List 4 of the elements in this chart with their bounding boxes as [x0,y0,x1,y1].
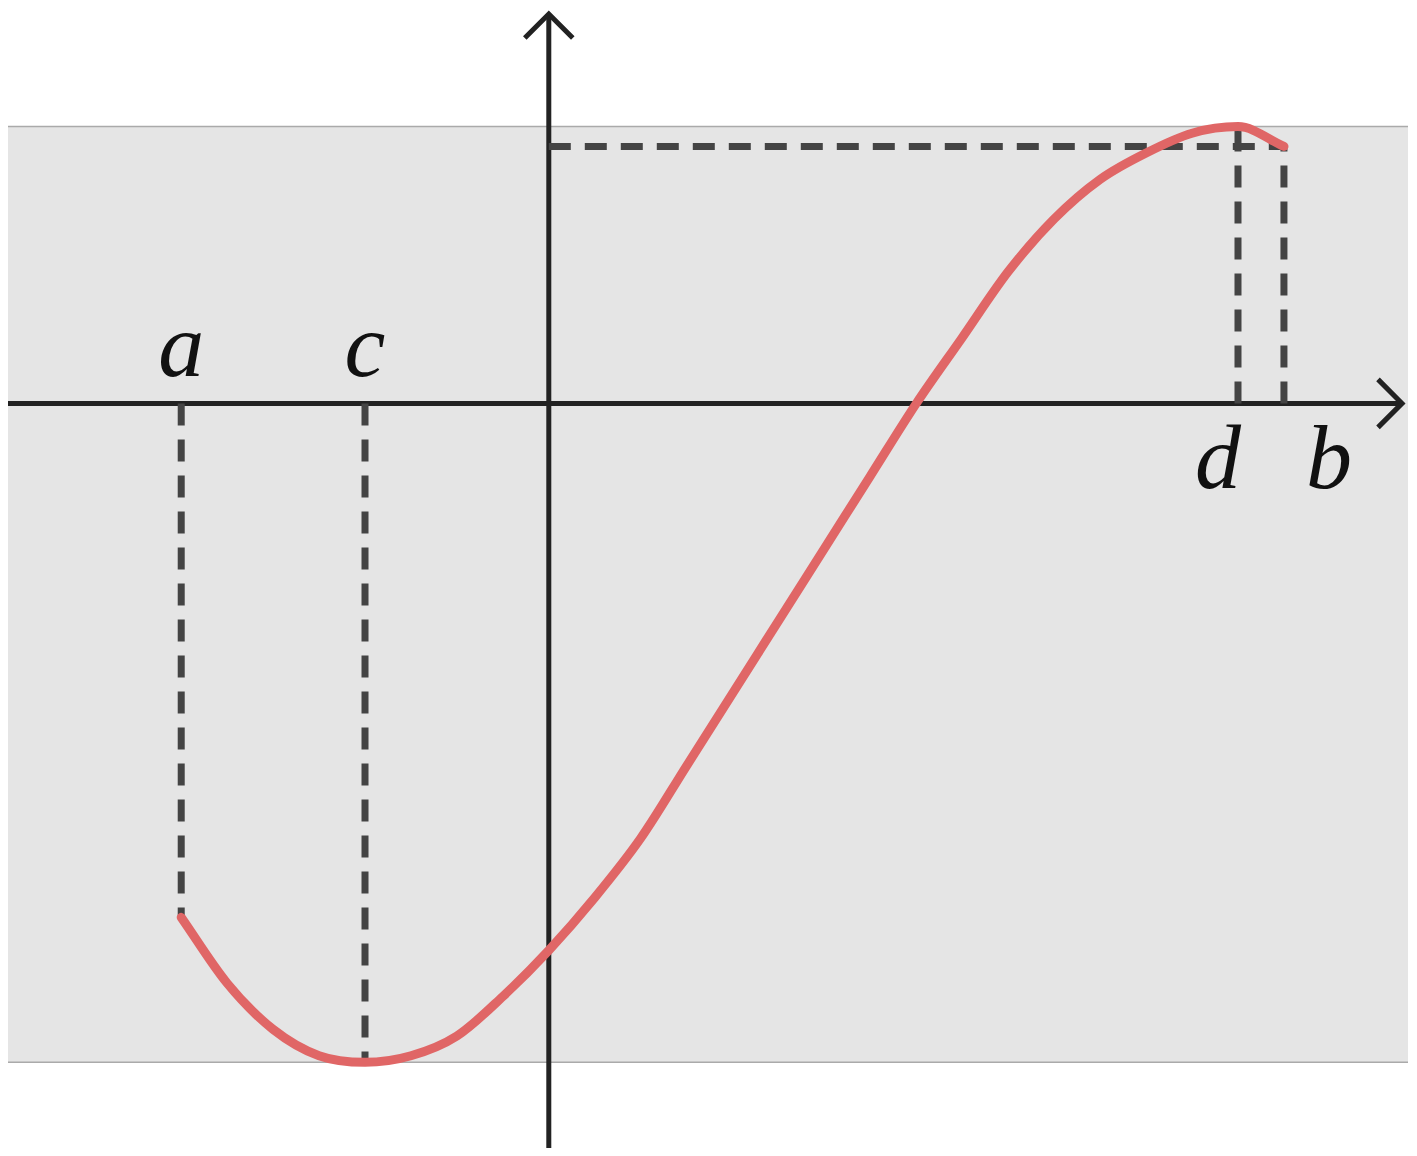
annotation: a [158,293,205,396]
annotation: c [344,293,386,396]
annotation: d [1195,405,1242,508]
annotation: b [1305,405,1352,508]
